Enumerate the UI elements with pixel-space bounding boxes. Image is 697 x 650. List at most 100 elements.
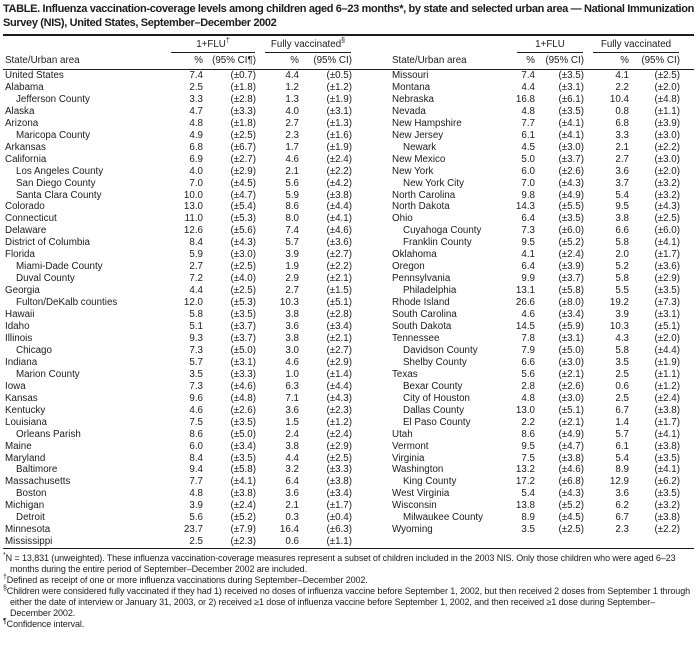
state-name-cell: District of Columbia — [5, 237, 90, 249]
fully-vaccinated-ci-cell: (±3.0) — [654, 129, 680, 141]
flu-pct-cell: 4.8 — [521, 392, 535, 404]
table-row: Tennessee 7.8 (±3.1) 4.3 (±2.0) — [390, 333, 684, 345]
fully-vaccinated-pct-cell: 0.6 — [615, 380, 629, 392]
flu-ci-cell: (±8.0) — [558, 297, 584, 309]
flu-ci-cell: (±2.5) — [230, 261, 256, 273]
fully-vaccinated-ci-cell: (±2.9) — [326, 440, 352, 452]
fully-vaccinated-pct-cell: 10.3 — [609, 321, 629, 333]
table-row: Michigan 3.9 (±2.4) 2.1 (±1.7) — [3, 500, 356, 512]
table-row: Oregon 6.4 (±3.9) 5.2 (±3.6) — [390, 261, 684, 273]
table-row: Montana 4.4 (±3.1) 2.2 (±2.0) — [390, 82, 684, 94]
fully-vaccinated-pct-cell: 5.4 — [615, 452, 629, 464]
flu-pct-cell: 6.0 — [189, 440, 203, 452]
state-name-cell: Chicago — [16, 344, 52, 356]
fully-vaccinated-pct-cell: 2.7 — [615, 153, 629, 165]
flu-pct-cell: 2.5 — [189, 536, 203, 548]
fully-vaccinated-pct-cell: 2.9 — [285, 273, 299, 285]
fully-vaccinated-ci-cell: (±2.5) — [326, 452, 352, 464]
flu-ci-cell: (±3.1) — [558, 332, 584, 344]
flu-pct-cell: 7.4 — [521, 70, 535, 81]
fully-vaccinated-pct-cell: 0.3 — [285, 512, 299, 524]
flu-pct-cell: 7.0 — [521, 177, 535, 189]
fully-vaccinated-pct-cell: 12.9 — [609, 476, 629, 488]
table-row: Washington 13.2 (±4.6) 8.9 (±4.1) — [390, 464, 684, 476]
table-row: Massachusetts 7.7 (±4.1) 6.4 (±3.8) — [3, 476, 356, 488]
fully-vaccinated-ci-cell: (±0.5) — [326, 70, 352, 81]
flu-pct-cell: 3.9 — [189, 500, 203, 512]
fully-vaccinated-pct-cell: 1.3 — [285, 93, 299, 105]
table-row: Kansas 9.6 (±4.8) 7.1 (±4.3) — [3, 393, 356, 405]
flu-ci-cell: (±2.1) — [558, 416, 584, 428]
fully-vaccinated-ci-cell: (±1.7) — [654, 249, 680, 261]
fully-vaccinated-pct-cell: 3.6 — [615, 488, 629, 500]
flu-pct-cell: 9.6 — [189, 392, 203, 404]
flu-ci-cell: (±1.8) — [230, 81, 256, 93]
flu-pct-cell: 13.8 — [515, 500, 535, 512]
fully-vaccinated-ci-cell: (±2.0) — [654, 165, 680, 177]
fully-vaccinated-pct-cell: 4.6 — [285, 153, 299, 165]
table-row: Miami-Dade County 2.7 (±2.5) 1.9 (±2.2) — [3, 261, 356, 273]
fully-vaccinated-pct-cell: 5.8 — [615, 344, 629, 356]
col-header-flu-ci-right: (95% CI) — [545, 55, 584, 66]
table-row: Pennsylvania 9.9 (±3.7) 5.8 (±2.9) — [390, 273, 684, 285]
fully-vaccinated-ci-cell: (±3.5) — [654, 285, 680, 297]
fully-vaccinated-pct-cell: 2.4 — [285, 428, 299, 440]
state-name-cell: Arizona — [5, 117, 39, 129]
flu-pct-cell: 9.5 — [521, 237, 535, 249]
table-row: Fulton/DeKalb counties 12.0 (±5.3) 10.3 … — [3, 297, 356, 309]
state-name-cell: Cuyahoga County — [403, 225, 482, 237]
flu-pct-cell: 8.4 — [189, 237, 203, 249]
fully-vaccinated-ci-cell: (±2.8) — [326, 309, 352, 321]
flu-pct-cell: 12.0 — [183, 297, 203, 309]
fully-vaccinated-pct-cell: 5.6 — [285, 177, 299, 189]
table-row: Florida 5.9 (±3.0) 3.9 (±2.7) — [3, 249, 356, 261]
fully-vaccinated-ci-cell: (±1.9) — [326, 141, 352, 153]
col-header-fv-ci-right: (95% CI) — [641, 55, 680, 66]
fully-vaccinated-pct-cell: 2.1 — [285, 500, 299, 512]
flu-ci-cell: (±3.7) — [558, 273, 584, 285]
flu-pct-cell: 23.7 — [183, 524, 203, 536]
flu-pct-cell: 4.6 — [521, 309, 535, 321]
flu-ci-cell: (±3.3) — [230, 105, 256, 117]
table-row: Bexar County 2.8 (±2.6) 0.6 (±1.2) — [390, 381, 684, 393]
footnote-marker: § — [3, 585, 7, 593]
table-row: Jefferson County 3.3 (±2.8) 1.3 (±1.9) — [3, 94, 356, 106]
fully-vaccinated-ci-cell: (±5.1) — [654, 321, 680, 333]
flu-ci-cell: (±3.0) — [558, 392, 584, 404]
table-row: Maine 6.0 (±3.4) 3.8 (±2.9) — [3, 441, 356, 453]
fully-vaccinated-ci-cell: (±1.3) — [326, 117, 352, 129]
state-name-cell: San Diego County — [16, 177, 96, 189]
flu-pct-cell: 4.0 — [189, 165, 203, 177]
table-row: North Carolina 9.8 (±4.9) 5.4 (±3.2) — [390, 190, 684, 202]
table-row: Davidson County 7.9 (±5.0) 5.8 (±4.4) — [390, 345, 684, 357]
state-name-cell: Milwaukee County — [403, 512, 484, 524]
fully-vaccinated-pct-cell: 1.9 — [285, 261, 299, 273]
table-header: 1+FLU† Fully vaccinated§ 1+FLU Fully vac… — [3, 36, 694, 70]
flu-pct-cell: 7.5 — [521, 452, 535, 464]
flu-pct-cell: 7.7 — [521, 117, 535, 129]
fully-vaccinated-ci-cell: (±1.2) — [654, 380, 680, 392]
table-row: Iowa 7.3 (±4.6) 6.3 (±4.4) — [3, 381, 356, 393]
table-row: Idaho 5.1 (±3.7) 3.6 (±3.4) — [3, 321, 356, 333]
flu-ci-cell: (±3.8) — [558, 452, 584, 464]
footnote-text: Confidence interval. — [6, 619, 85, 630]
fully-vaccinated-pct-cell: 7.1 — [285, 392, 299, 404]
fully-vaccinated-ci-cell: (±2.1) — [326, 332, 352, 344]
footnote-text: Defined as receipt of one or more influe… — [6, 575, 368, 586]
table-row: Mississippi 2.5 (±2.3) 0.6 (±1.1) — [3, 536, 356, 548]
state-name-cell: New Jersey — [392, 129, 444, 141]
fully-vaccinated-ci-cell: (±3.5) — [654, 452, 680, 464]
flu-ci-cell: (±4.1) — [558, 129, 584, 141]
fully-vaccinated-pct-cell: 8.6 — [285, 201, 299, 213]
table-row: Ohio 6.4 (±3.5) 3.8 (±2.5) — [390, 213, 684, 225]
fully-vaccinated-ci-cell: (±3.4) — [326, 488, 352, 500]
flu-ci-cell: (±5.1) — [558, 404, 584, 416]
state-name-cell: Louisiana — [5, 416, 47, 428]
table-row: Wyoming 3.5 (±2.5) 2.3 (±2.2) — [390, 524, 684, 536]
flu-pct-cell: 9.9 — [521, 273, 535, 285]
fully-vaccinated-ci-cell: (±4.1) — [654, 428, 680, 440]
fully-vaccinated-pct-cell: 5.8 — [615, 273, 629, 285]
fully-vaccinated-ci-cell: (±3.6) — [654, 261, 680, 273]
fully-vaccinated-pct-cell: 2.3 — [615, 524, 629, 536]
table-row: Dallas County 13.0 (±5.1) 6.7 (±3.8) — [390, 405, 684, 417]
